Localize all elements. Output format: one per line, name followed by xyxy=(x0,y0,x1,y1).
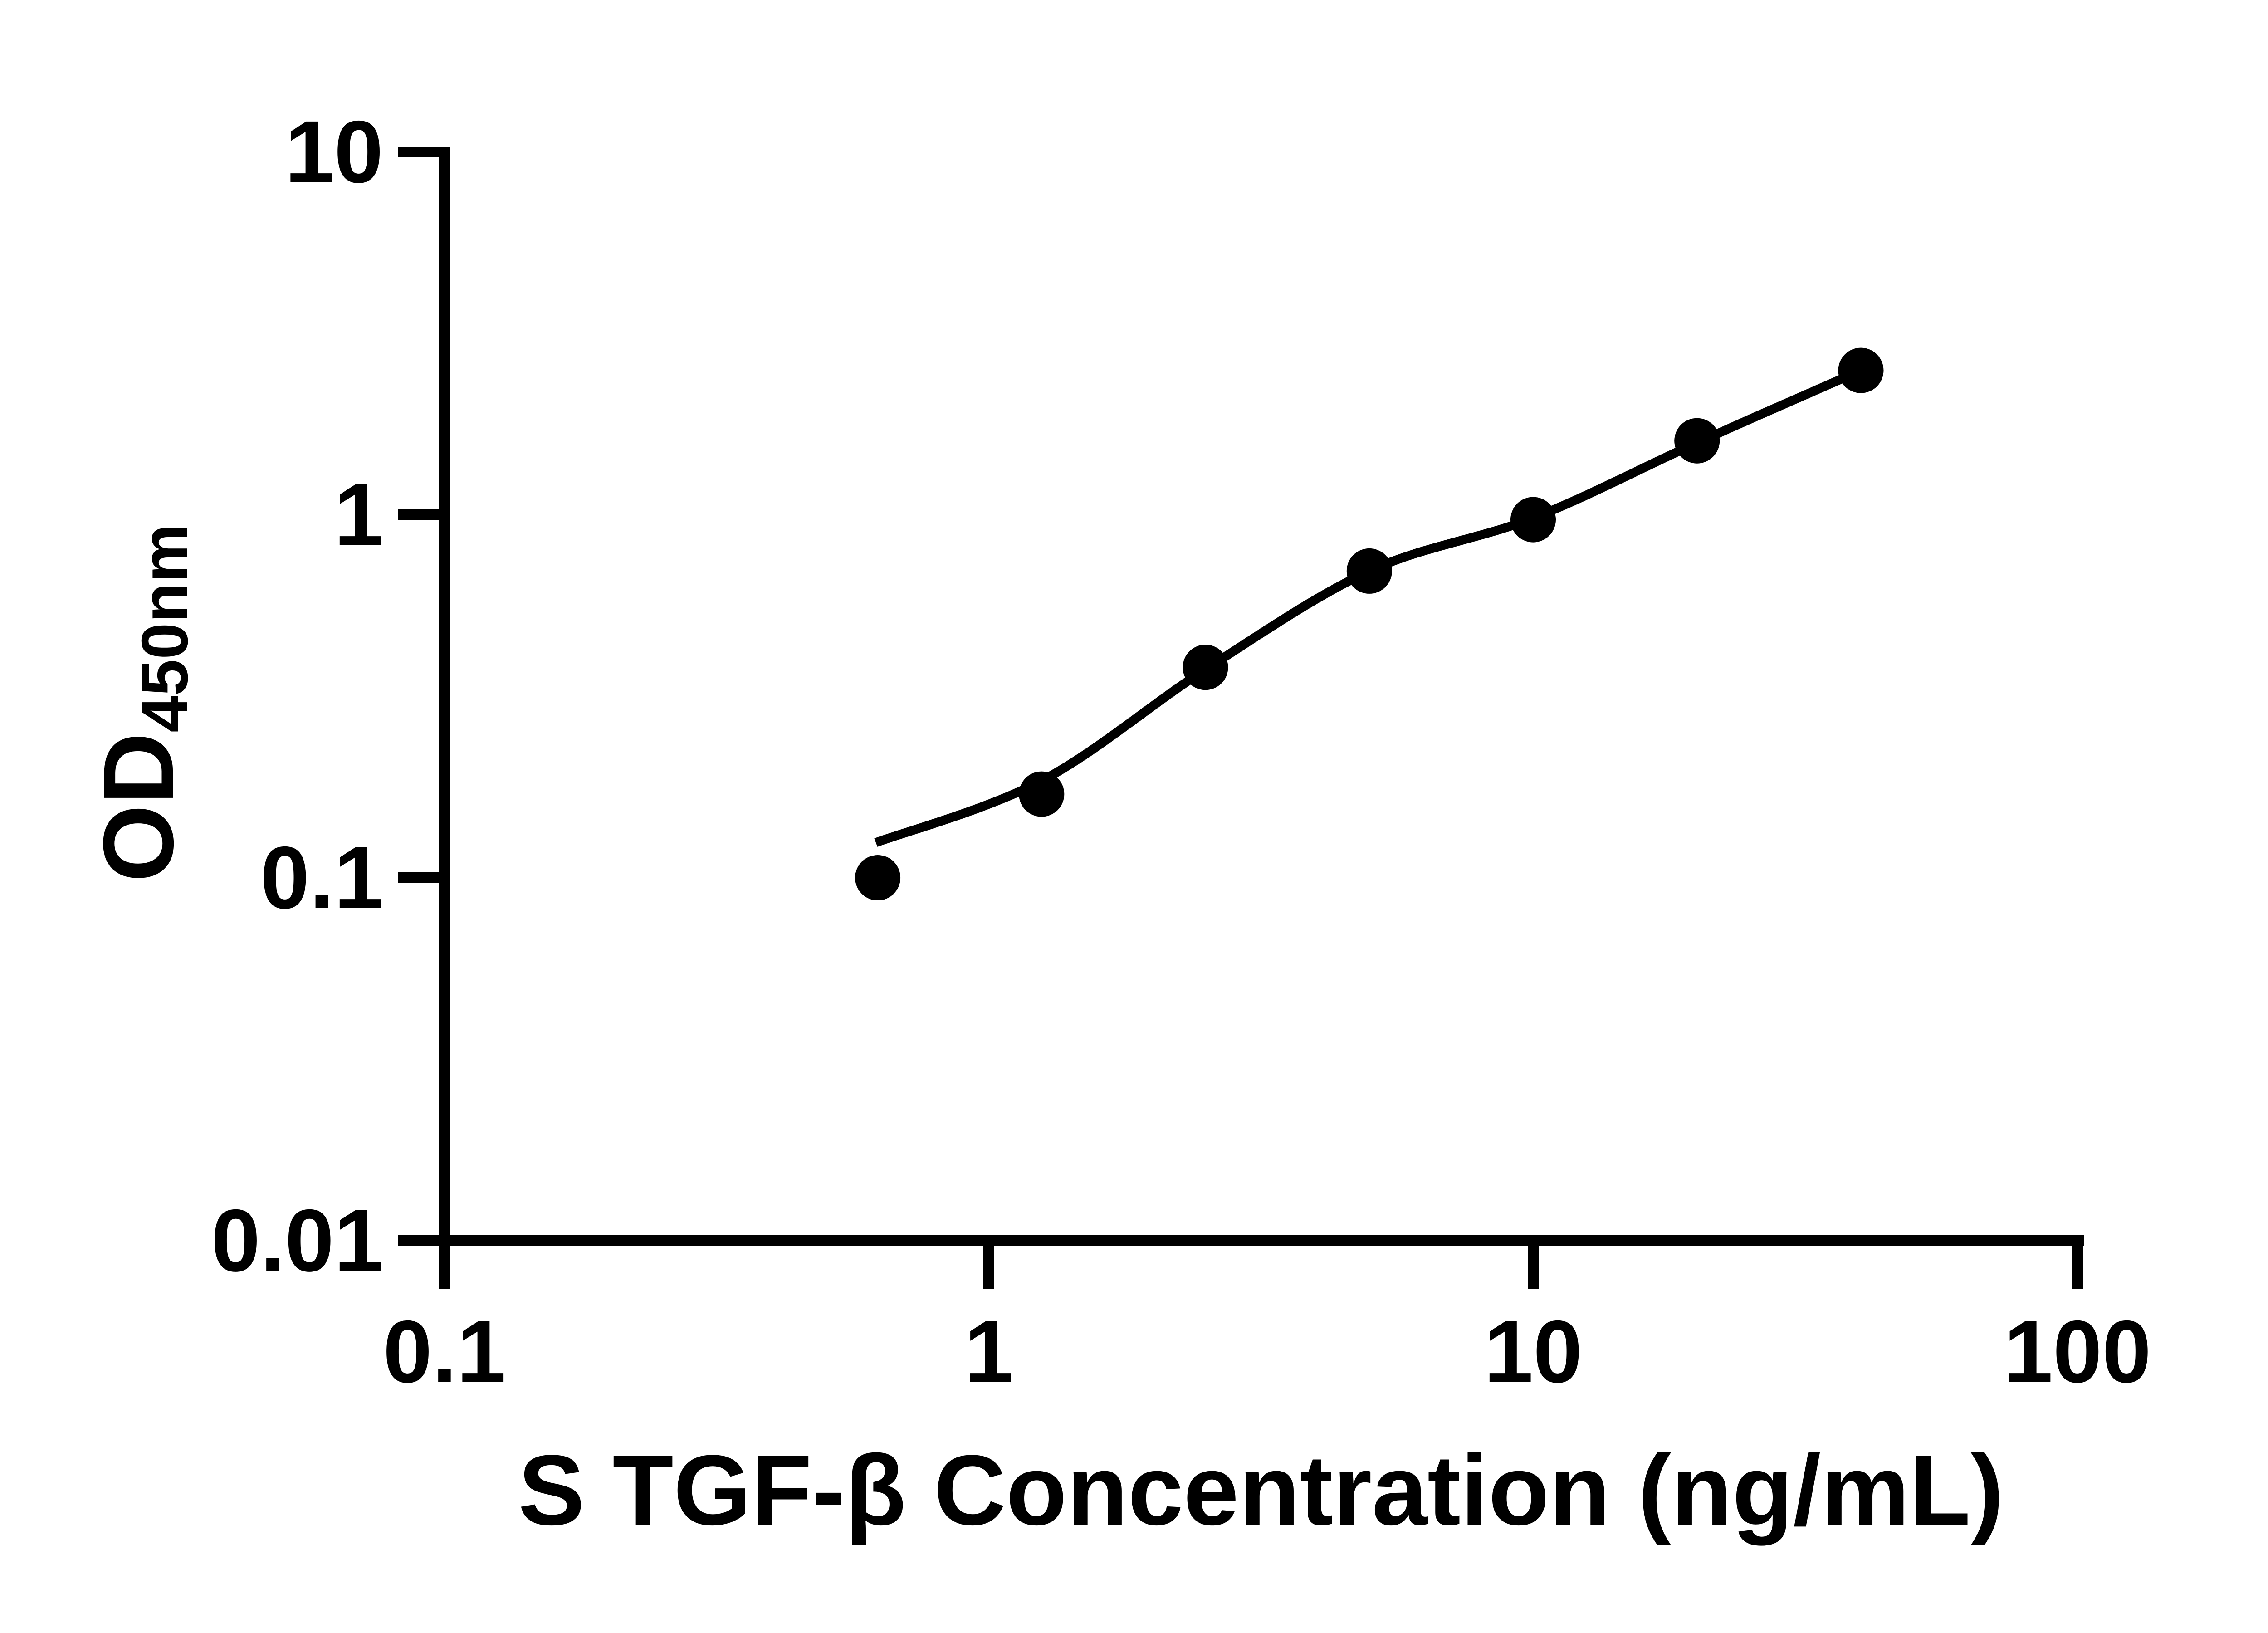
x-axis-tick xyxy=(1528,1241,1539,1289)
x-tick-label-100: 100 xyxy=(2004,1302,2151,1401)
y-axis-title-main: OD xyxy=(83,732,194,882)
y-axis-title: OD450nm xyxy=(83,340,201,1066)
x-axis-line xyxy=(439,1235,2084,1246)
data-point-marker xyxy=(855,855,901,900)
x-tick-label-10: 10 xyxy=(1484,1302,1583,1401)
x-axis-tick xyxy=(2072,1241,2083,1289)
y-axis-tick xyxy=(398,1235,445,1246)
data-point-marker xyxy=(1510,497,1556,543)
y-axis-line xyxy=(439,147,450,1289)
y-axis-tick xyxy=(398,147,445,157)
y-axis-tick xyxy=(398,872,445,883)
data-point-marker xyxy=(1674,418,1720,464)
y-axis-title-subscript: 450nm xyxy=(128,524,201,733)
data-point-marker xyxy=(1838,347,1884,393)
x-axis-title: S TGF-β Concentration (ng/mL) xyxy=(518,1434,2004,1546)
x-axis-tick xyxy=(983,1241,994,1289)
x-tick-label-1: 1 xyxy=(964,1302,1014,1401)
y-tick-label-0p1: 0.1 xyxy=(260,828,383,927)
data-point-marker xyxy=(1019,771,1065,817)
x-tick-label-0p1: 0.1 xyxy=(383,1302,506,1401)
data-point-marker xyxy=(1346,548,1392,594)
data-point-marker xyxy=(1183,645,1228,690)
y-axis-tick xyxy=(398,509,445,520)
y-tick-label-0p01: 0.01 xyxy=(211,1191,383,1290)
y-tick-label-10: 10 xyxy=(285,103,383,201)
y-tick-label-1: 1 xyxy=(334,465,383,564)
